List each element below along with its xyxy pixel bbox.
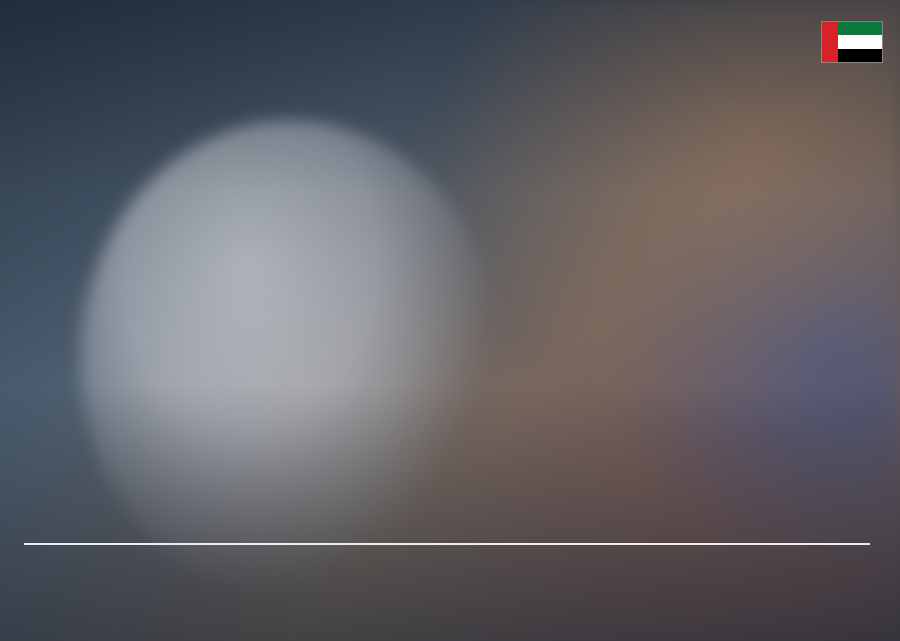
salary-bar-chart [28,150,840,579]
bars-container [28,150,840,543]
x-axis-baseline [24,543,870,545]
uae-flag-icon [822,22,882,62]
header [28,18,810,24]
